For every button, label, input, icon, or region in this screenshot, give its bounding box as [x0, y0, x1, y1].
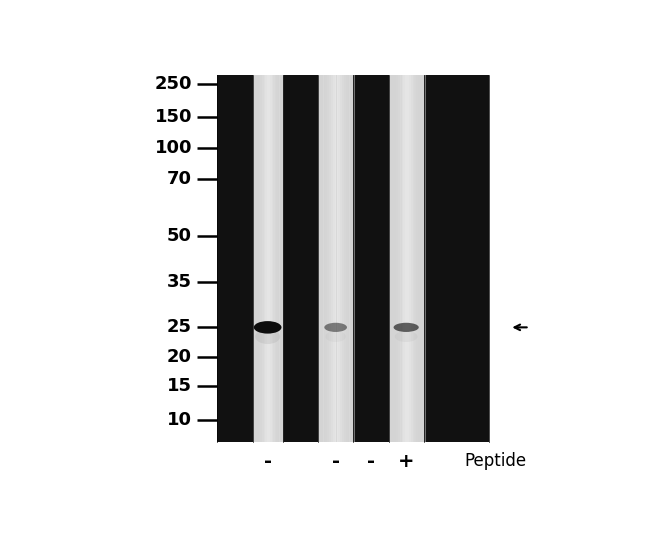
Bar — [407, 75, 409, 442]
Text: 50: 50 — [167, 227, 192, 245]
Bar — [283, 75, 318, 442]
Bar — [348, 75, 350, 442]
Bar — [400, 75, 402, 442]
Bar — [354, 75, 389, 442]
Bar — [259, 75, 261, 442]
Bar — [350, 75, 352, 442]
Ellipse shape — [395, 331, 417, 342]
Bar — [262, 75, 264, 442]
Bar — [272, 75, 273, 442]
Bar — [415, 75, 416, 442]
Bar — [278, 75, 280, 442]
Ellipse shape — [254, 321, 281, 334]
Text: 15: 15 — [167, 377, 192, 395]
Ellipse shape — [324, 323, 347, 332]
Bar — [335, 75, 337, 442]
Bar — [329, 75, 331, 442]
Bar — [261, 75, 262, 442]
Bar — [276, 75, 278, 442]
Bar — [389, 75, 390, 442]
Bar — [413, 75, 415, 442]
Bar — [420, 75, 422, 442]
Bar — [411, 75, 413, 442]
Bar — [264, 75, 265, 442]
Text: 20: 20 — [167, 347, 192, 366]
Bar — [424, 75, 426, 442]
Bar — [394, 75, 396, 442]
Bar — [326, 75, 327, 442]
Bar — [404, 75, 405, 442]
Bar — [267, 75, 268, 442]
Bar — [320, 75, 322, 442]
Bar — [346, 75, 348, 442]
Bar — [318, 75, 320, 442]
Bar — [322, 75, 324, 442]
Bar — [273, 75, 275, 442]
Bar — [255, 75, 257, 442]
Bar — [283, 75, 284, 442]
Bar — [275, 75, 276, 442]
Text: 25: 25 — [167, 318, 192, 337]
Text: +: + — [398, 452, 415, 471]
Bar — [281, 75, 283, 442]
Text: 100: 100 — [155, 139, 192, 157]
Bar — [331, 75, 333, 442]
Bar — [252, 75, 254, 442]
Text: 250: 250 — [155, 75, 192, 93]
Bar — [398, 75, 400, 442]
Bar — [318, 75, 354, 442]
Bar — [417, 75, 418, 442]
Bar — [402, 75, 403, 442]
Bar — [352, 75, 353, 442]
Bar — [342, 75, 344, 442]
Bar — [409, 75, 411, 442]
Text: 70: 70 — [167, 170, 192, 188]
Bar — [333, 75, 335, 442]
Bar — [392, 75, 394, 442]
Bar — [254, 75, 255, 442]
Bar — [354, 75, 355, 442]
Bar — [424, 75, 489, 442]
Text: -: - — [332, 452, 340, 471]
Bar — [396, 75, 398, 442]
Bar — [252, 75, 283, 442]
Bar — [217, 75, 253, 442]
Text: Peptide: Peptide — [464, 452, 526, 471]
Text: 150: 150 — [155, 108, 192, 126]
Bar — [344, 75, 346, 442]
Bar — [391, 75, 392, 442]
Bar — [280, 75, 281, 442]
Bar — [341, 75, 342, 442]
Text: 35: 35 — [167, 273, 192, 291]
Bar — [337, 75, 339, 442]
Ellipse shape — [255, 329, 280, 344]
Bar — [270, 75, 272, 442]
Text: 10: 10 — [167, 411, 192, 429]
Bar — [418, 75, 420, 442]
Bar — [324, 75, 326, 442]
Bar — [268, 75, 270, 442]
Bar — [339, 75, 340, 442]
Bar — [389, 75, 424, 442]
Ellipse shape — [326, 331, 346, 342]
Bar — [328, 75, 329, 442]
Ellipse shape — [393, 323, 419, 332]
Bar — [405, 75, 407, 442]
Bar — [257, 75, 259, 442]
Bar — [422, 75, 424, 442]
Bar — [265, 75, 266, 442]
Text: -: - — [367, 452, 375, 471]
Text: -: - — [264, 452, 272, 471]
